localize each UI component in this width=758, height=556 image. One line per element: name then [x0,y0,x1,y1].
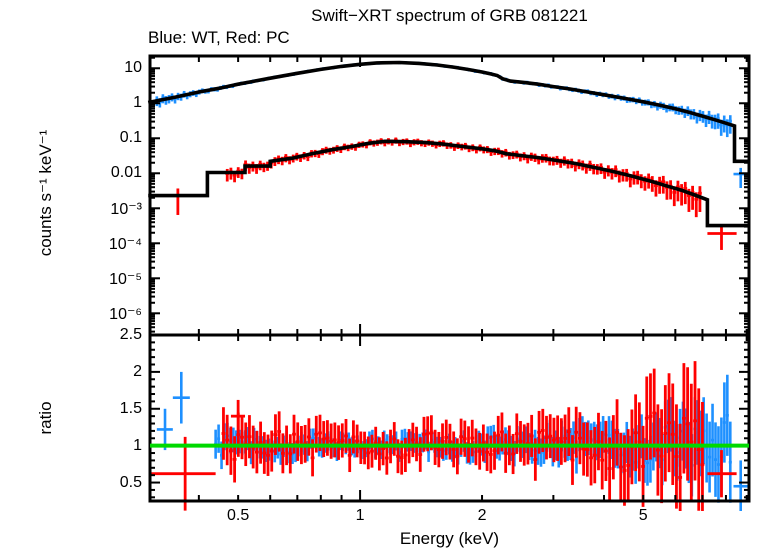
ratio-ytick-label: 1.5 [119,399,142,417]
spectrum-panel-frame [148,54,751,337]
y-axis-label-counts: counts s⁻¹ keV⁻¹ [36,129,55,257]
spectrum-ytick-label: 10⁻⁵ [109,271,142,289]
model-line [147,60,749,164]
spectrum-ytick-label: 0.01 [110,164,142,182]
spectrum-ytick-label: 10⁻³ [110,201,142,219]
spectrum-ytick-label: 1 [133,94,142,112]
spectrum-ytick-label: 10 [124,59,142,77]
model-line [148,139,749,228]
xtick-label: 0.5 [227,507,250,524]
ratio-panel-frame [148,333,751,503]
ratio-ytick-label: 0.5 [119,473,142,491]
spectrum-ytick-label: 10⁻⁴ [108,236,142,254]
xtick-label: 5 [638,507,648,524]
ratio-ytick-label: 2 [133,362,142,380]
y-axis-label-ratio: ratio [36,401,55,435]
ratio-ytick-label: 1 [133,436,142,454]
ratio-ytick-label: 2.5 [119,326,142,343]
spectrum-panel-data [147,60,749,250]
x-axis-label: Energy (keV) [399,529,500,548]
spectrum-ytick-label: 10⁻⁶ [109,306,142,324]
xtick-label: 1 [355,507,365,524]
plot-title: Swift−XRT spectrum of GRB 081221 [311,6,588,25]
spectrum-ytick-label: 0.1 [119,129,142,147]
plot-legend: Blue: WT, Red: PC [148,28,290,47]
xtick-label: 2 [477,507,487,524]
